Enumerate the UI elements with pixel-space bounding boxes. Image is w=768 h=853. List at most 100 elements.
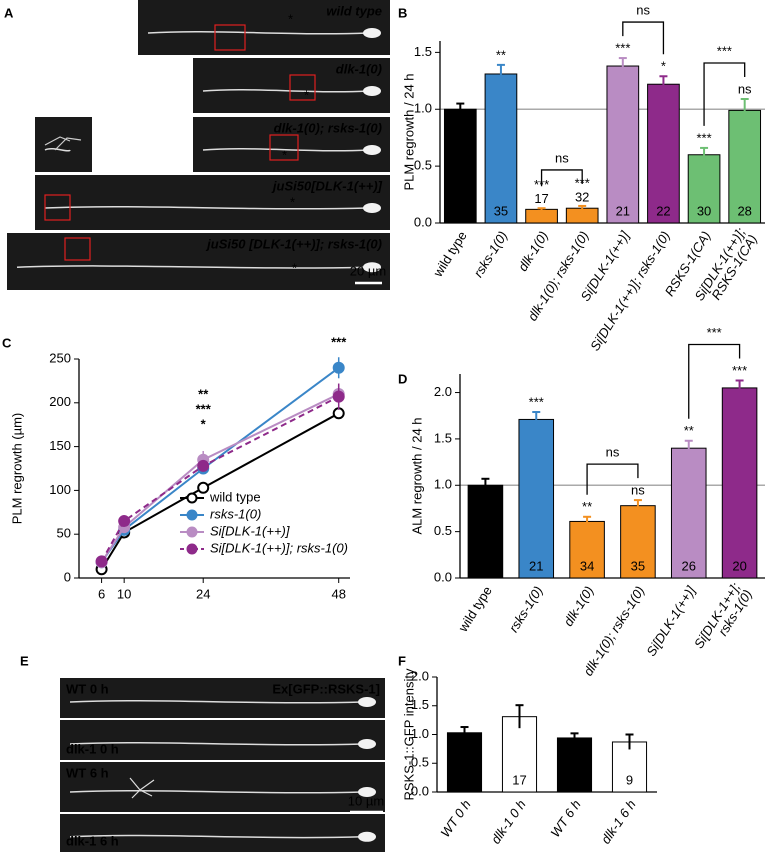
y-tick-label: 2.0	[411, 668, 429, 683]
y-tick-label: 0.0	[411, 783, 429, 798]
neurite	[16, 265, 369, 269]
marker-label: Ex[GFP::RSKS-1]	[272, 681, 380, 696]
neurite	[69, 741, 364, 746]
significance: ***	[732, 363, 747, 378]
significance: ***	[331, 335, 347, 350]
neurite	[69, 789, 364, 794]
inset-box	[269, 134, 299, 161]
point	[95, 555, 108, 568]
cell-body	[363, 86, 381, 96]
n-label: 28	[737, 203, 751, 218]
y-tick-label: 1.5	[434, 430, 452, 445]
bar	[518, 418, 555, 579]
legend-label: rsks-1(0)	[210, 506, 261, 521]
cell-body	[358, 697, 376, 707]
micrograph	[138, 0, 390, 55]
inset-box	[289, 74, 316, 101]
n-label: 9	[626, 772, 633, 787]
n-label: 34	[580, 558, 594, 573]
y-tick-label: 250	[49, 350, 71, 365]
neurite	[147, 30, 369, 35]
bracket	[540, 169, 583, 187]
bracket	[586, 463, 639, 495]
micrograph	[35, 117, 92, 172]
n-label: 30	[567, 772, 581, 787]
y-tick-label: 1.0	[434, 477, 452, 492]
panel-label: B	[398, 5, 407, 20]
panel-label: E	[20, 653, 29, 668]
cell-body	[358, 831, 376, 842]
point	[118, 515, 131, 528]
asterisk: *	[304, 87, 309, 102]
x-tick-label: 10	[117, 586, 131, 601]
x-tick-label: 24	[196, 586, 210, 601]
bracket-label: ns	[606, 445, 620, 460]
inset-box	[64, 237, 91, 261]
neurite	[69, 699, 364, 704]
series-line	[100, 395, 340, 562]
bar	[467, 484, 504, 579]
neurite	[202, 147, 369, 152]
bracket-label: ns	[555, 150, 569, 165]
bar	[556, 737, 593, 793]
asterisk: *	[290, 194, 295, 209]
x-tick-label: Si[DLK-1(++)]; rsks-1(0)	[587, 228, 673, 353]
n-label: 20	[732, 558, 746, 573]
y-tick-label: 1.5	[411, 697, 429, 712]
x-tick-label: dlk-1 6 h	[598, 797, 639, 846]
cell-body	[363, 145, 381, 155]
legend-marker	[186, 543, 198, 555]
x-tick-label: dlk-1 0 h	[488, 797, 529, 846]
micrograph	[60, 762, 385, 812]
x-tick-label: dlk-1(0)	[560, 583, 596, 628]
y-axis-title: RSKS-1::GFP intensity	[401, 668, 416, 800]
y-tick-label: 200	[49, 394, 71, 409]
neurite	[69, 834, 364, 839]
y-axis-title: PLM regrowth / 24 h	[401, 73, 416, 190]
neurite	[44, 205, 369, 210]
asterisk: *	[282, 147, 287, 162]
significance: ns	[738, 81, 752, 96]
x-tick-label: dlk-1(0)	[515, 228, 551, 273]
inset-box	[214, 24, 246, 51]
legend-marker	[186, 526, 198, 538]
y-tick-label: 2.0	[434, 384, 452, 399]
point	[332, 361, 345, 374]
micrograph	[60, 814, 385, 852]
point	[197, 481, 210, 494]
legend-label: Si[DLK-1(++)]; rsks-1(0)	[210, 540, 348, 555]
n-label: 21	[616, 203, 630, 218]
significance: **	[496, 47, 506, 62]
micrograph	[60, 720, 385, 760]
bracket-label: ***	[707, 325, 722, 340]
neurite	[202, 88, 369, 93]
panel-label: C	[2, 335, 12, 350]
significance: ns	[631, 483, 645, 498]
bar	[484, 73, 518, 224]
bracket	[622, 21, 665, 55]
cell-body	[358, 787, 376, 797]
significance: **	[198, 386, 209, 401]
n-label: 34	[457, 772, 471, 787]
bar	[611, 741, 648, 793]
n-label: 35	[494, 203, 508, 218]
cell-body	[363, 28, 381, 38]
micrograph-label: dlk-1(0)	[336, 61, 382, 76]
cell-body	[358, 739, 376, 749]
y-tick-label: 0	[64, 569, 71, 584]
neurite	[44, 147, 71, 152]
micrograph	[193, 117, 390, 172]
point	[332, 407, 345, 420]
legend-marker	[186, 509, 198, 521]
significance: **	[684, 423, 694, 438]
n-label: 21	[453, 203, 467, 218]
significance: ***	[696, 130, 711, 145]
micrograph-label: juSi50[DLK-1(++)]	[271, 178, 383, 193]
legend-label: wild type	[209, 489, 261, 504]
cell-body	[363, 262, 381, 273]
inset-box	[44, 194, 71, 221]
x-tick-label: WT 6 h	[547, 797, 583, 840]
bar	[569, 520, 605, 579]
n-label: 28	[478, 558, 492, 573]
